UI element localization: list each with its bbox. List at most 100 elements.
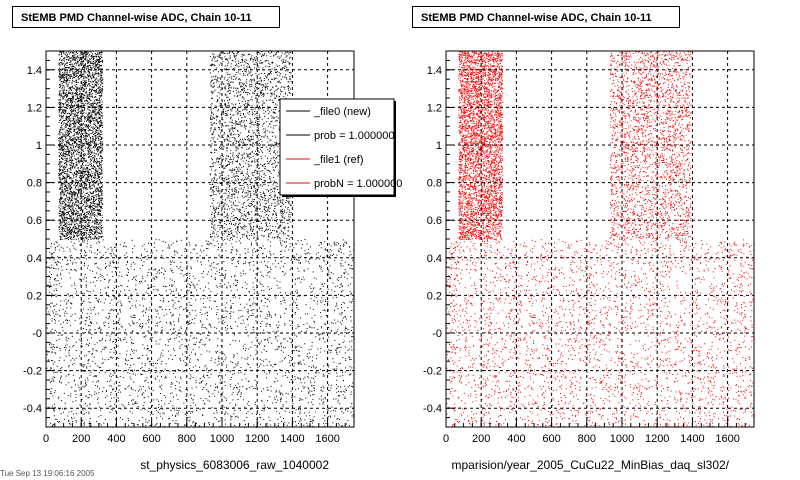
- data-point: [87, 71, 89, 73]
- data-point: [211, 217, 213, 219]
- data-point: [239, 94, 241, 96]
- data-point: [79, 220, 81, 222]
- data-point: [61, 201, 63, 202]
- data-point: [74, 141, 76, 143]
- data-point: [287, 208, 289, 210]
- data-point: [86, 229, 88, 231]
- data-point: [217, 162, 219, 164]
- data-point: [236, 217, 238, 219]
- data-point: [91, 129, 93, 131]
- data-point: [87, 117, 89, 119]
- data-point: [91, 103, 93, 105]
- data-point: [102, 143, 104, 145]
- data-point: [65, 116, 67, 118]
- data-point: [60, 202, 62, 204]
- data-point: [99, 125, 100, 127]
- data-point: [261, 95, 263, 97]
- data-point: [101, 91, 103, 93]
- data-point: [267, 185, 269, 187]
- data-point: [61, 135, 63, 137]
- data-point: [61, 59, 63, 61]
- data-point: [74, 125, 76, 126]
- data-point: [82, 54, 84, 56]
- data-point: [247, 187, 249, 189]
- data-point: [68, 152, 69, 154]
- data-point: [88, 177, 90, 179]
- data-point: [256, 203, 258, 205]
- data-point: [211, 97, 212, 99]
- data-point: [82, 124, 83, 126]
- data-point: [90, 62, 92, 64]
- data-point: [233, 87, 235, 89]
- data-point: [75, 94, 77, 95]
- data-point: [86, 51, 88, 53]
- data-point: [88, 194, 90, 196]
- data-point: [213, 86, 215, 88]
- data-point: [76, 161, 78, 163]
- data-point: [242, 74, 244, 76]
- data-point: [93, 177, 95, 179]
- data-point: [62, 75, 64, 77]
- data-point: [94, 72, 96, 74]
- data-point: [235, 160, 237, 162]
- data-point: [73, 87, 75, 89]
- data-point: [90, 236, 92, 237]
- data-point: [77, 71, 79, 73]
- data-point: [91, 72, 93, 74]
- data-point: [242, 172, 243, 174]
- data-point: [269, 70, 271, 72]
- data-point: [69, 232, 71, 234]
- data-point: [90, 121, 92, 123]
- data-point: [102, 82, 104, 84]
- data-point: [80, 193, 82, 195]
- data-point: [99, 203, 101, 205]
- data-point: [254, 114, 256, 116]
- data-point: [224, 221, 226, 222]
- data-point: [62, 206, 64, 208]
- data-point: [69, 205, 71, 207]
- data-point: [97, 117, 99, 119]
- data-point: [251, 81, 253, 83]
- data-point: [96, 181, 98, 183]
- data-point: [92, 175, 94, 177]
- data-point: [90, 162, 92, 164]
- data-point: [69, 113, 71, 115]
- data-point: [95, 65, 97, 67]
- data-point: [62, 77, 64, 79]
- data-point: [97, 58, 99, 60]
- data-point: [247, 194, 249, 196]
- data-point: [69, 119, 71, 121]
- data-point: [75, 214, 76, 216]
- data-point: [75, 176, 77, 178]
- data-point: [71, 94, 73, 96]
- data-point: [68, 176, 70, 178]
- data-point: [67, 122, 69, 124]
- data-point: [98, 112, 100, 114]
- data-point: [61, 192, 62, 194]
- data-point: [65, 209, 67, 211]
- data-point: [62, 157, 64, 159]
- data-point: [87, 168, 89, 170]
- data-point: [247, 144, 248, 145]
- data-point: [213, 140, 215, 142]
- data-point: [87, 84, 89, 86]
- data-point: [284, 88, 286, 90]
- data-point: [84, 124, 86, 126]
- data-point: [99, 52, 100, 54]
- data-point: [255, 213, 257, 215]
- data-point: [78, 65, 80, 67]
- data-point: [78, 78, 80, 80]
- data-point: [71, 82, 73, 84]
- data-point: [86, 228, 88, 230]
- data-point: [64, 229, 66, 231]
- data-point: [91, 67, 93, 69]
- data-point: [94, 169, 96, 171]
- data-point: [223, 233, 225, 235]
- data-point: [97, 173, 99, 175]
- data-point: [230, 118, 231, 120]
- data-point: [65, 189, 67, 191]
- data-point: [260, 138, 262, 140]
- data-point: [217, 86, 219, 88]
- data-point: [90, 68, 92, 70]
- data-point: [83, 105, 85, 107]
